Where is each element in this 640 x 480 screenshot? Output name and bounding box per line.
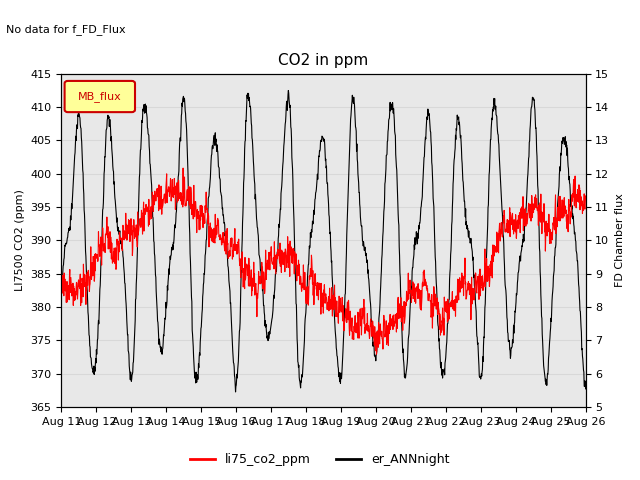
Y-axis label: LI7500 CO2 (ppm): LI7500 CO2 (ppm) — [15, 190, 25, 291]
Y-axis label: FD Chamber flux: FD Chamber flux — [615, 193, 625, 287]
Legend: li75_co2_ppm, er_ANNnight: li75_co2_ppm, er_ANNnight — [186, 448, 454, 471]
Text: MB_flux: MB_flux — [78, 91, 122, 102]
Text: No data for f_FD_Flux: No data for f_FD_Flux — [6, 24, 126, 35]
Title: CO2 in ppm: CO2 in ppm — [278, 53, 369, 68]
